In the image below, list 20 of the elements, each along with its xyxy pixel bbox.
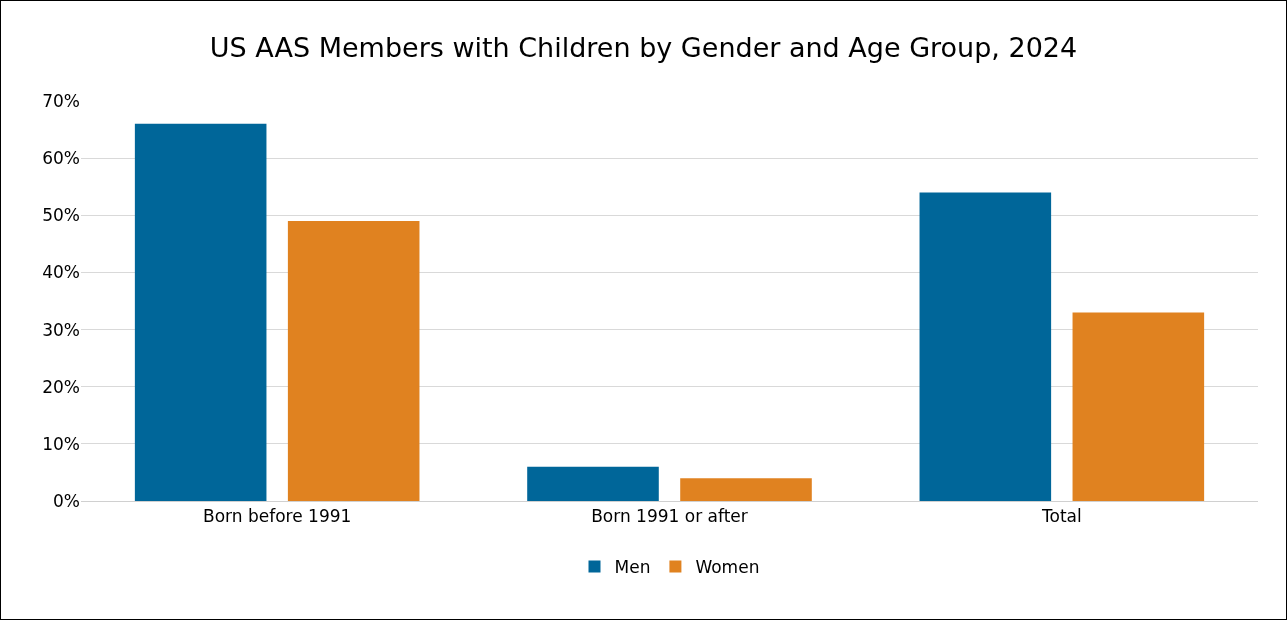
y-tick-label: 30% — [42, 319, 80, 340]
legend-label: Women — [695, 557, 760, 578]
y-tick-label: 0% — [53, 490, 80, 511]
bar — [287, 221, 420, 501]
bar — [527, 466, 659, 501]
bar — [680, 478, 812, 501]
y-tick-label: 60% — [42, 148, 80, 169]
bar — [1072, 312, 1205, 501]
bar — [919, 192, 1052, 501]
legend-label: Men — [614, 557, 651, 578]
y-tick-label: 20% — [42, 376, 80, 397]
y-tick-label: 50% — [42, 205, 80, 226]
y-tick-label: 70% — [42, 90, 80, 111]
bar — [134, 123, 267, 501]
chart-title: US AAS Members with Children by Gender and Age Group, 2024 — [209, 31, 1078, 63]
y-tick-label: 10% — [42, 433, 80, 454]
x-tick-label: Total — [1040, 506, 1082, 527]
x-tick-label: Born 1991 or after — [591, 506, 748, 527]
y-tick-label: 40% — [42, 262, 80, 283]
x-tick-label: Born before 1991 — [203, 506, 352, 527]
